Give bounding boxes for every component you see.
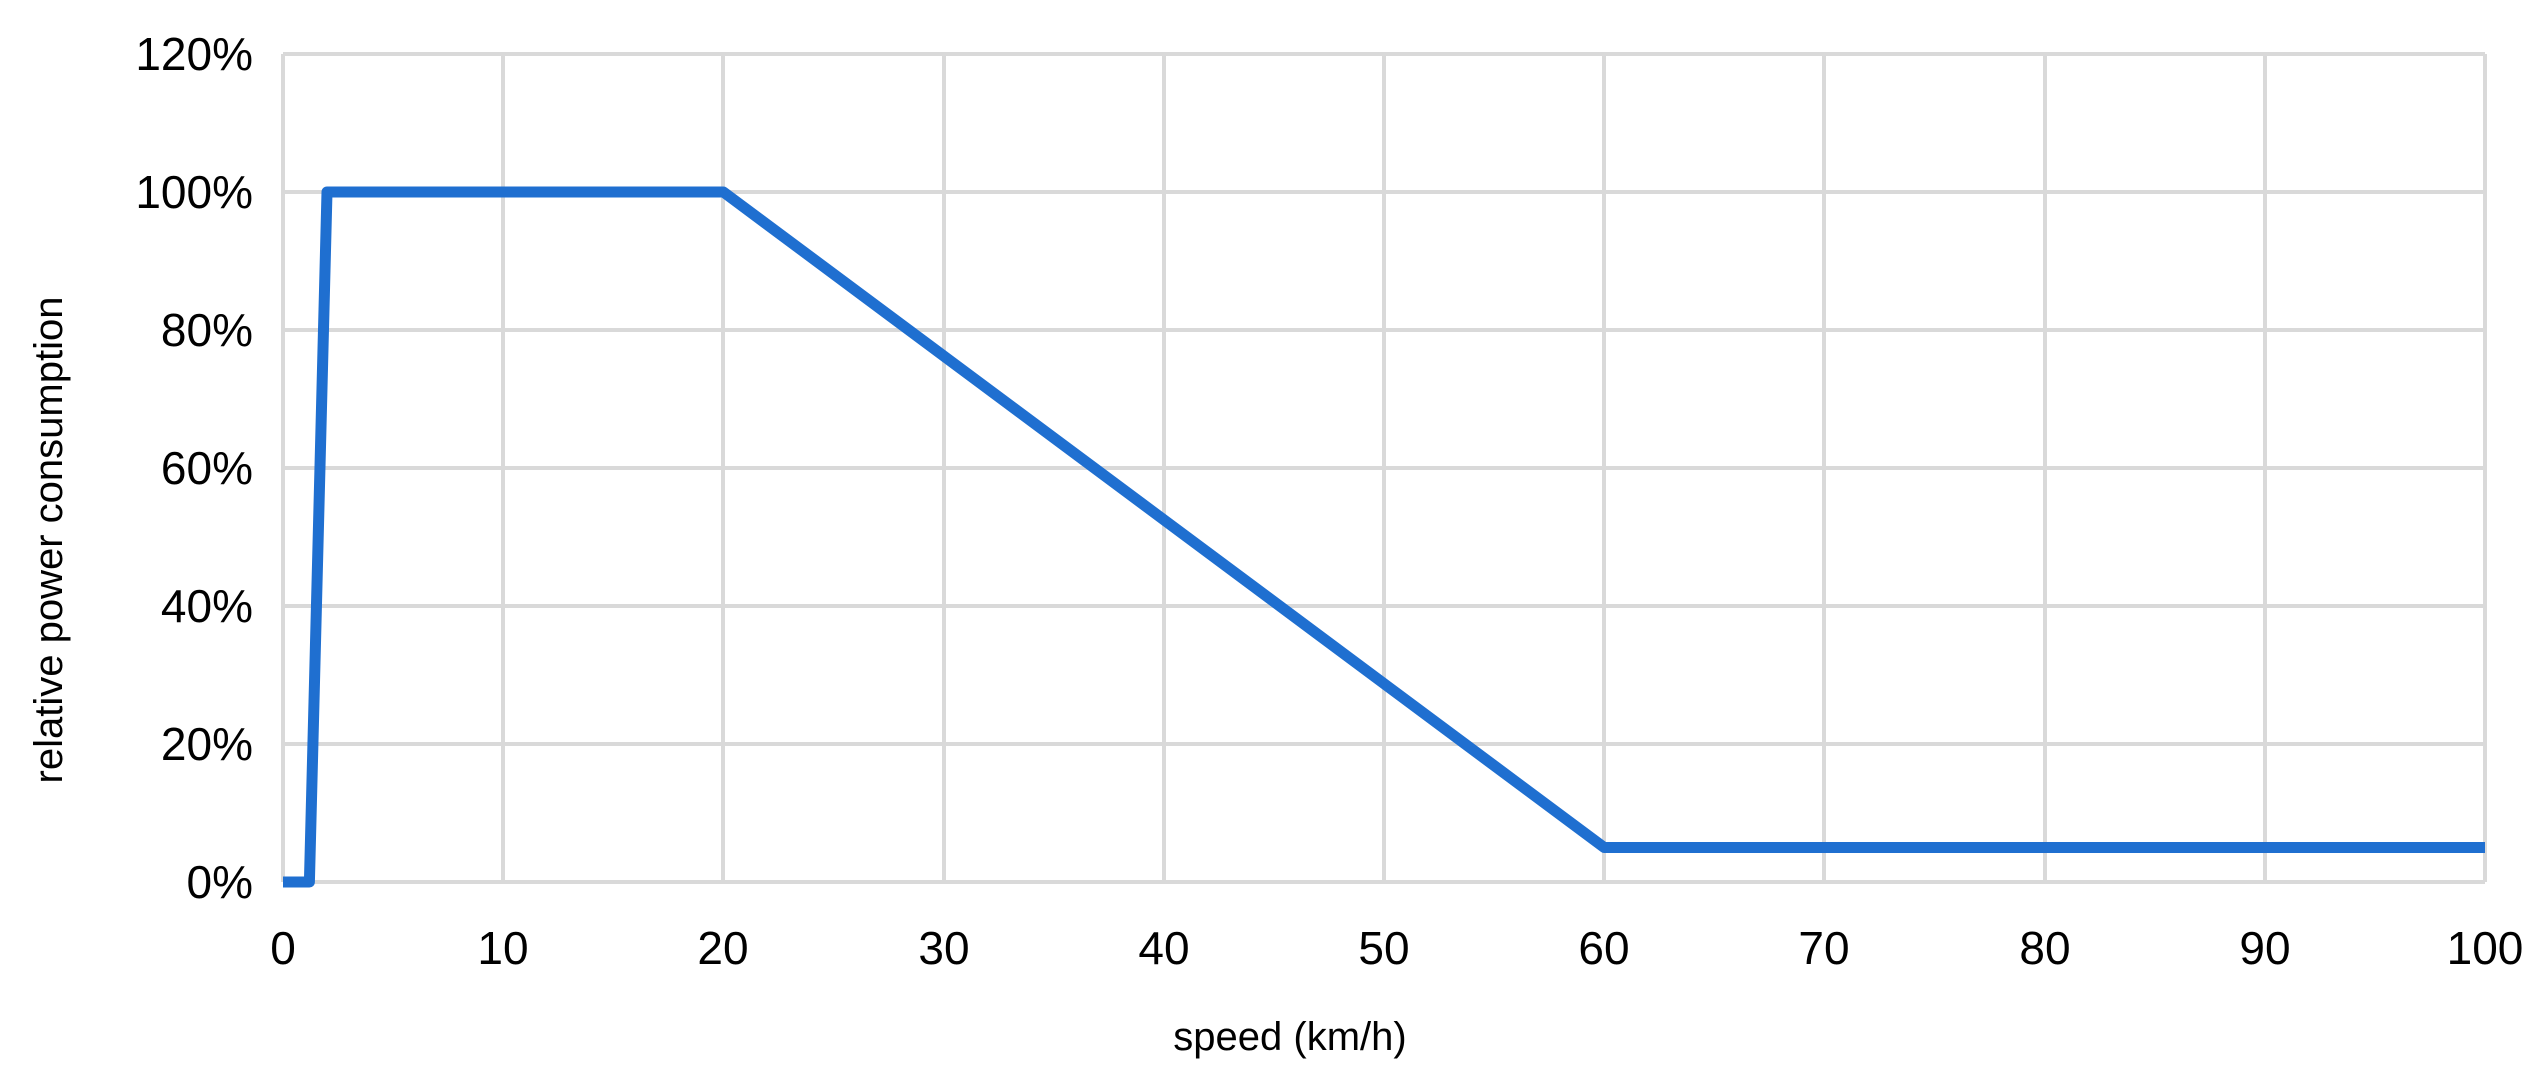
y-axis-ticks: 0% 20% 40% 60% 80% 100% 120%	[135, 28, 253, 908]
y-tick-label: 80%	[161, 304, 253, 356]
y-axis-title: relative power consumption	[27, 297, 71, 784]
x-tick-label: 60	[1578, 922, 1629, 974]
x-axis-ticks: 0 10 20 30 40 50 60 70 80 90 100	[270, 922, 2523, 974]
x-tick-label: 100	[2447, 922, 2523, 974]
x-tick-label: 80	[2019, 922, 2070, 974]
y-tick-label: 60%	[161, 442, 253, 494]
y-tick-label: 100%	[135, 166, 253, 218]
x-tick-label: 70	[1798, 922, 1849, 974]
y-tick-label: 120%	[135, 28, 253, 80]
y-tick-label: 0%	[187, 856, 253, 908]
series-group	[283, 186, 2485, 888]
y-tick-label: 20%	[161, 718, 253, 770]
x-tick-label: 90	[2239, 922, 2290, 974]
x-axis-title: speed (km/h)	[1173, 1015, 1406, 1059]
x-tick-label: 40	[1138, 922, 1189, 974]
x-tick-label: 20	[697, 922, 748, 974]
x-tick-label: 10	[477, 922, 528, 974]
x-tick-label: 0	[270, 922, 296, 974]
grid	[281, 52, 2487, 884]
x-tick-label: 30	[918, 922, 969, 974]
x-tick-label: 50	[1358, 922, 1409, 974]
y-tick-label: 40%	[161, 580, 253, 632]
series-line	[283, 186, 2485, 888]
